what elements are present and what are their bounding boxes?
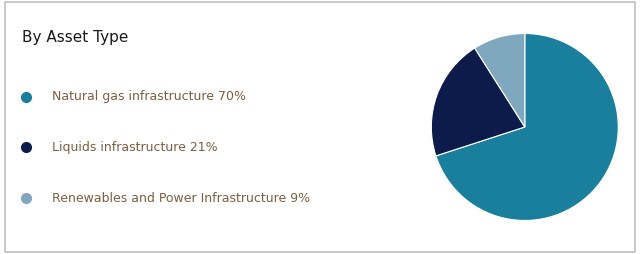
Wedge shape: [436, 34, 618, 220]
Wedge shape: [431, 48, 525, 156]
Wedge shape: [475, 34, 525, 127]
Text: Liquids infrastructure 21%: Liquids infrastructure 21%: [52, 141, 218, 154]
Text: Renewables and Power Infrastructure 9%: Renewables and Power Infrastructure 9%: [52, 192, 310, 205]
Text: Natural gas infrastructure 70%: Natural gas infrastructure 70%: [52, 90, 246, 103]
Text: By Asset Type: By Asset Type: [22, 30, 129, 45]
